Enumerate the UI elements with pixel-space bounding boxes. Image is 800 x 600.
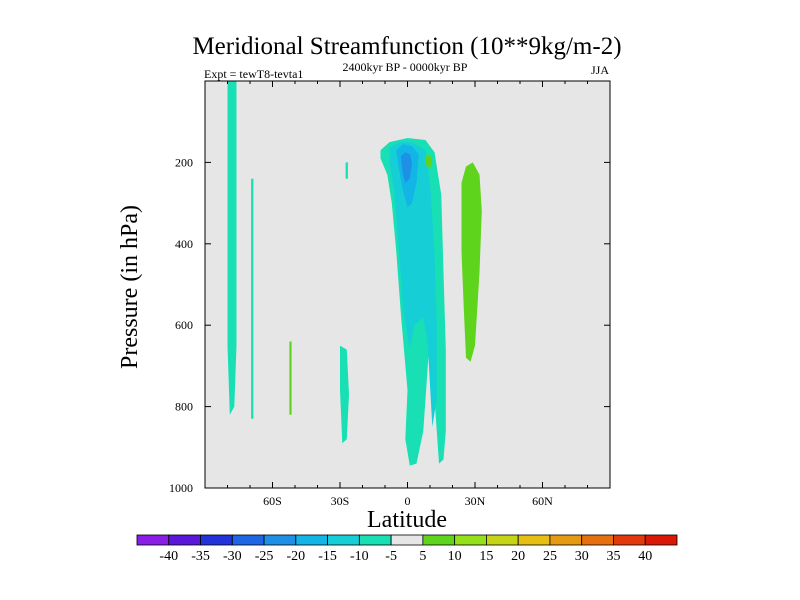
colorbar-label: 10 (448, 549, 462, 564)
colorbar-swatch (581, 534, 614, 546)
x-tick-label: 30S (331, 494, 350, 508)
contour-region-thin-70s (251, 178, 254, 419)
y-tick-label: 400 (175, 237, 193, 251)
x-tick-label: 60N (532, 494, 553, 508)
colorbar-label: -30 (223, 549, 242, 564)
colorbar-label: -5 (385, 549, 397, 564)
contour-region-column-30n (461, 162, 482, 362)
x-ticks: 60S 30S 0 30N 60N (227, 81, 588, 508)
y-axis-label: Pressure (in hPa) (117, 205, 143, 369)
colorbar-swatch (358, 534, 392, 546)
colorbar-label: -25 (255, 549, 274, 564)
colorbar-swatch (200, 534, 233, 546)
colorbar-label: -15 (318, 549, 337, 564)
colorbar-label: -35 (191, 549, 210, 564)
y-tick-label: 600 (175, 318, 193, 332)
colorbar-label: 35 (606, 549, 620, 564)
contour-regions (227, 81, 482, 466)
colorbar-swatch (486, 534, 519, 546)
contour-region-streak-53s (289, 341, 292, 415)
colorbar-label: 30 (575, 549, 589, 564)
colorbar-swatch (613, 534, 646, 546)
contour-region-blob-30s-lower (340, 345, 349, 444)
y-ticks: 200 400 600 800 1000 (169, 155, 610, 495)
colorbar-swatch (549, 534, 583, 546)
colorbar-label: 40 (638, 549, 652, 564)
colorbar-swatch (295, 534, 328, 546)
x-tick-label: 60S (263, 494, 282, 508)
colorbar: -40 -35 -30 -25 -20 -15 -10 -5 5 10 15 20 25 30 35 40 (136, 534, 678, 564)
colorbar-swatch (644, 534, 678, 546)
contour-region-cell-equator-mid (389, 142, 437, 427)
contour-region-blob-27s-upper (345, 162, 348, 179)
x-axis-label: Latitude (367, 507, 447, 533)
subtitle-left: Expt = tewT8-tevta1 (204, 67, 303, 81)
colorbar-label: -40 (159, 549, 178, 564)
colorbar-swatch (390, 534, 424, 546)
subtitle-center: 2400kyr BP - 0000kyr BP (343, 60, 468, 74)
y-tick-label: 200 (175, 155, 193, 169)
colorbar-label: 25 (543, 549, 557, 564)
colorbar-swatch (168, 534, 201, 546)
colorbar-swatch (422, 534, 456, 546)
colorbar-label: -10 (350, 549, 369, 564)
colorbar-label: 5 (419, 549, 426, 564)
x-tick-label: 0 (405, 494, 411, 508)
contour-region-cell-equator-core (400, 152, 412, 183)
subtitle-right: JJA (591, 63, 609, 77)
contour-region-band-80s (227, 81, 237, 415)
y-tick-label: 800 (175, 400, 193, 414)
colorbar-label: 15 (479, 549, 493, 564)
colorbar-swatch (454, 534, 487, 546)
colorbar-swatch (136, 534, 170, 546)
contour-region-patch-8n (425, 154, 433, 169)
x-tick-label: 30N (465, 494, 486, 508)
colorbar-label: -20 (286, 549, 305, 564)
chart-title: Meridional Streamfunction (10**9kg/m-2) (192, 33, 621, 60)
colorbar-label: 20 (511, 549, 525, 564)
colorbar-swatch (517, 534, 551, 546)
y-tick-label: 1000 (169, 481, 193, 495)
colorbar-swatch (327, 534, 360, 546)
colorbar-swatch (231, 534, 265, 546)
colorbar-swatch (263, 534, 297, 546)
